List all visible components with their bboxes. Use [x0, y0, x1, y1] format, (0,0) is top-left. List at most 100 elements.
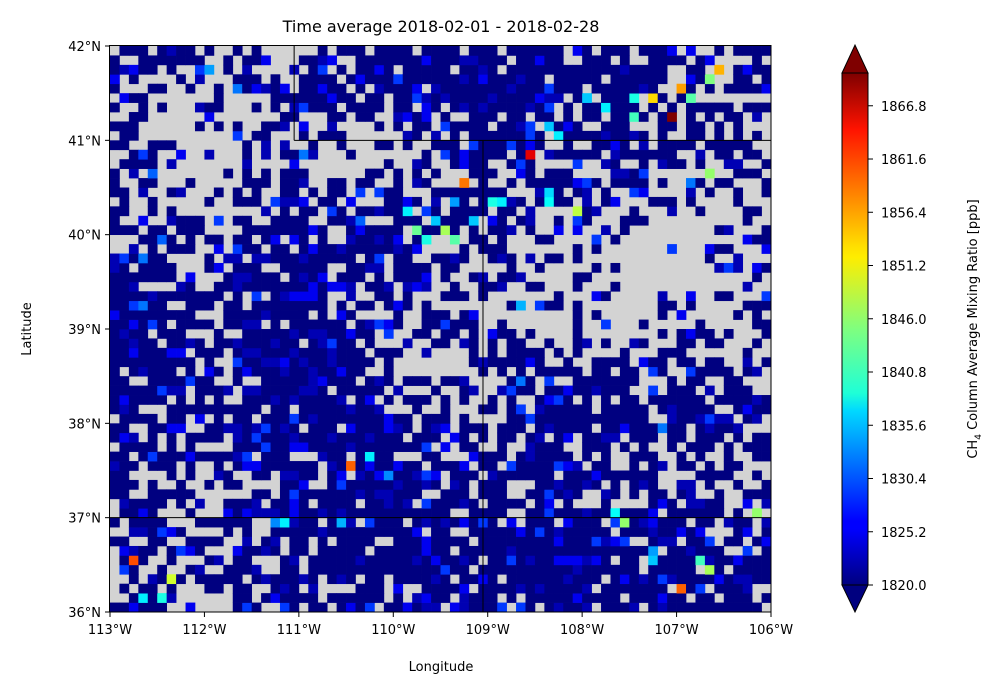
grid-cell: [440, 508, 451, 519]
grid-cell: [497, 319, 507, 330]
grid-cell: [459, 178, 470, 188]
grid-cell: [383, 140, 394, 151]
grid-cell: [742, 555, 753, 566]
grid-cell: [534, 451, 545, 462]
grid-cell: [761, 244, 772, 254]
grid-cell: [534, 461, 545, 471]
grid-cell: [242, 442, 252, 452]
grid-cell: [591, 545, 602, 556]
grid-cell: [393, 102, 404, 113]
grid-cell: [761, 357, 772, 368]
grid-cell: [601, 555, 611, 566]
grid-cell: [421, 46, 432, 56]
grid-cell: [110, 385, 120, 396]
grid-cell: [619, 225, 630, 236]
grid-cell: [733, 404, 744, 415]
grid-cell: [686, 102, 696, 113]
grid-cell: [459, 159, 470, 169]
grid-cell: [723, 112, 734, 122]
grid-cell: [657, 536, 668, 547]
grid-cell: [232, 423, 243, 434]
grid-cell: [449, 93, 460, 103]
grid-cell: [308, 602, 319, 613]
grid-cell: [364, 564, 375, 575]
grid-cell: [667, 140, 677, 151]
grid-cell: [138, 234, 149, 245]
grid-cell: [742, 168, 753, 179]
grid-cell: [261, 310, 271, 320]
grid-cell: [346, 508, 356, 519]
grid-cell: [176, 527, 186, 537]
grid-cell: [761, 451, 772, 462]
grid-cell: [393, 74, 404, 85]
grid-cell: [138, 395, 149, 405]
grid-cell: [572, 517, 583, 528]
grid-cell: [242, 395, 252, 405]
grid-cell: [497, 83, 507, 94]
grid-cell: [346, 593, 356, 603]
grid-cell: [119, 187, 130, 198]
grid-cell: [317, 93, 328, 103]
grid-cell: [232, 498, 243, 509]
grid-cell: [742, 593, 753, 603]
grid-cell: [298, 291, 309, 302]
grid-cell: [544, 55, 555, 66]
grid-cell: [459, 442, 470, 452]
grid-cell: [553, 413, 564, 424]
grid-cell: [544, 545, 555, 556]
grid-cell: [185, 83, 196, 94]
grid-cell: [185, 244, 196, 254]
grid-cell: [412, 74, 422, 85]
grid-cell: [648, 489, 659, 500]
grid-cell: [336, 470, 347, 481]
grid-cell: [468, 206, 479, 217]
grid-cell: [251, 564, 262, 575]
grid-cell: [412, 196, 422, 207]
grid-cell: [308, 329, 319, 339]
grid-cell: [279, 357, 290, 368]
grid-cell: [128, 310, 139, 320]
grid-cell: [289, 215, 300, 226]
grid-cell: [619, 178, 630, 188]
grid-cell: [119, 93, 130, 103]
grid-cell: [544, 395, 555, 405]
grid-cell: [610, 517, 621, 528]
grid-cell: [544, 149, 555, 160]
grid-cell: [516, 159, 526, 169]
grid-cell: [138, 310, 149, 320]
grid-cell: [204, 479, 215, 490]
grid-cell: [733, 555, 744, 566]
grid-cell: [374, 479, 385, 490]
grid-cell: [232, 555, 243, 566]
grid-cell: [487, 593, 498, 603]
grid-cell: [166, 244, 177, 254]
grid-cell: [402, 300, 413, 311]
grid-cell: [582, 470, 592, 481]
grid-cell: [440, 272, 451, 283]
grid-cell: [327, 404, 337, 415]
grid-cell: [279, 498, 290, 509]
grid-cell: [279, 442, 290, 452]
grid-cell: [525, 46, 536, 56]
grid-cell: [374, 498, 385, 509]
grid-cell: [421, 262, 432, 273]
grid-cell: [525, 159, 536, 169]
grid-cell: [676, 593, 687, 603]
grid-cell: [327, 470, 337, 481]
grid-cell: [194, 536, 205, 547]
grid-cell: [166, 555, 177, 566]
grid-cell: [110, 376, 120, 386]
grid-cell: [232, 593, 243, 603]
grid-cell: [733, 46, 744, 56]
grid-cell: [676, 479, 687, 490]
grid-cell: [289, 442, 300, 452]
grid-cell: [506, 385, 517, 396]
grid-cell: [412, 225, 422, 236]
grid-cell: [686, 442, 696, 452]
grid-cell: [686, 366, 696, 377]
grid-cell: [128, 404, 139, 415]
grid-cell: [525, 508, 536, 519]
grid-cell: [497, 121, 507, 132]
grid-cell: [317, 262, 328, 273]
grid-cell: [355, 489, 366, 500]
